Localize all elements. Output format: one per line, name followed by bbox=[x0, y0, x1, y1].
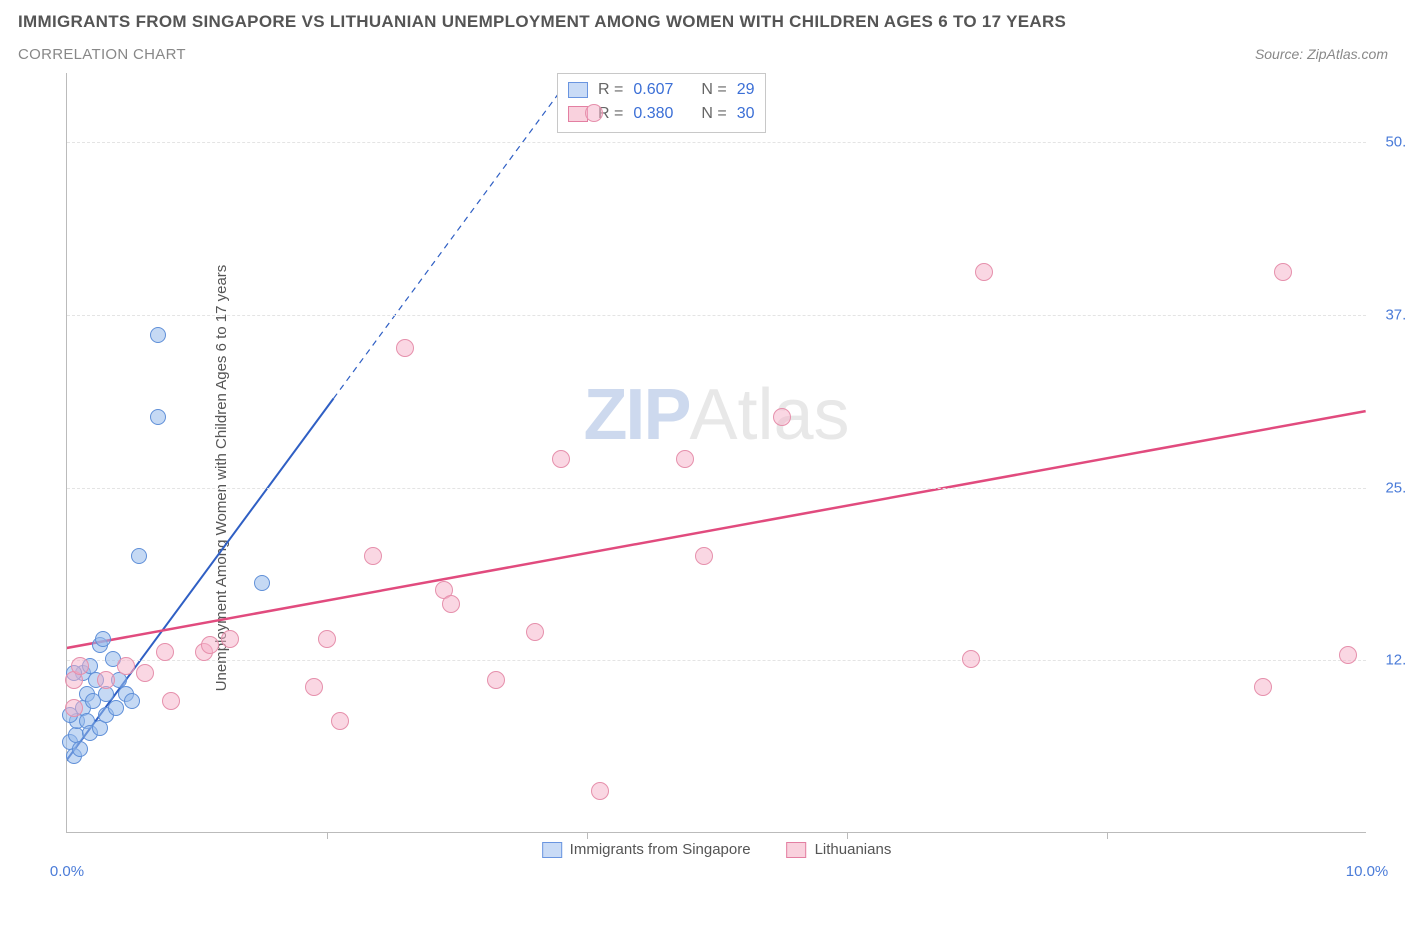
gridline bbox=[67, 488, 1366, 489]
data-point bbox=[318, 630, 336, 648]
data-point bbox=[975, 263, 993, 281]
legend-label-1: Immigrants from Singapore bbox=[570, 841, 751, 858]
trend-lines bbox=[67, 73, 1366, 832]
n-value-2: 30 bbox=[737, 102, 755, 126]
data-point bbox=[124, 693, 140, 709]
x-tick-label: 10.0% bbox=[1346, 863, 1389, 880]
legend-item-2: Lithuanians bbox=[787, 841, 892, 858]
data-point bbox=[97, 671, 115, 689]
r-label: R = bbox=[598, 78, 623, 102]
data-point bbox=[396, 339, 414, 357]
gridline bbox=[67, 315, 1366, 316]
data-point bbox=[331, 712, 349, 730]
data-point bbox=[552, 450, 570, 468]
gridline bbox=[67, 660, 1366, 661]
data-point bbox=[1274, 263, 1292, 281]
data-point bbox=[695, 547, 713, 565]
x-tick-mark bbox=[847, 832, 848, 839]
source-value: ZipAtlas.com bbox=[1307, 46, 1388, 62]
data-point bbox=[201, 636, 219, 654]
subtitle-row: CORRELATION CHART Source: ZipAtlas.com bbox=[18, 46, 1388, 63]
page-title: IMMIGRANTS FROM SINGAPORE VS LITHUANIAN … bbox=[18, 12, 1388, 32]
data-point bbox=[72, 741, 88, 757]
stats-row-1: R = 0.607 N = 29 bbox=[568, 78, 755, 102]
data-point bbox=[773, 408, 791, 426]
data-point bbox=[676, 450, 694, 468]
data-point bbox=[131, 548, 147, 564]
legend-swatch-pink bbox=[787, 842, 807, 858]
data-point bbox=[487, 671, 505, 689]
data-point bbox=[150, 327, 166, 343]
data-point bbox=[95, 631, 111, 647]
x-tick-mark bbox=[1107, 832, 1108, 839]
plot-area: ZIPAtlas R = 0.607 N = 29 R = 0.380 N = … bbox=[66, 73, 1366, 833]
source-label: Source: bbox=[1255, 46, 1303, 62]
legend-swatch-blue bbox=[542, 842, 562, 858]
source-attribution: Source: ZipAtlas.com bbox=[1255, 46, 1388, 62]
x-tick-label: 0.0% bbox=[50, 863, 84, 880]
data-point bbox=[117, 657, 135, 675]
data-point bbox=[305, 678, 323, 696]
data-point bbox=[962, 650, 980, 668]
x-tick-mark bbox=[587, 832, 588, 839]
bottom-legend: Immigrants from Singapore Lithuanians bbox=[542, 841, 892, 858]
y-tick-label: 50.0% bbox=[1385, 134, 1406, 151]
data-point bbox=[364, 547, 382, 565]
watermark-atlas: Atlas bbox=[689, 375, 849, 455]
legend-item-1: Immigrants from Singapore bbox=[542, 841, 751, 858]
data-point bbox=[1254, 678, 1272, 696]
y-tick-label: 37.5% bbox=[1385, 306, 1406, 323]
r-value-2: 0.380 bbox=[633, 102, 673, 126]
n-label: N = bbox=[701, 78, 726, 102]
data-point bbox=[150, 409, 166, 425]
y-tick-label: 25.0% bbox=[1385, 479, 1406, 496]
x-tick-mark bbox=[327, 832, 328, 839]
n-value-1: 29 bbox=[737, 78, 755, 102]
chart-subtitle: CORRELATION CHART bbox=[18, 46, 186, 63]
data-point bbox=[1339, 646, 1357, 664]
data-point bbox=[156, 643, 174, 661]
r-value-1: 0.607 bbox=[633, 78, 673, 102]
gridline bbox=[67, 142, 1366, 143]
chart-container: Unemployment Among Women with Children A… bbox=[18, 73, 1388, 883]
data-point bbox=[591, 782, 609, 800]
data-point bbox=[254, 575, 270, 591]
data-point bbox=[585, 104, 603, 122]
legend-label-2: Lithuanians bbox=[815, 841, 892, 858]
data-point bbox=[65, 699, 83, 717]
stats-box: R = 0.607 N = 29 R = 0.380 N = 30 bbox=[557, 73, 766, 133]
swatch-blue bbox=[568, 82, 588, 98]
n-label: N = bbox=[701, 102, 726, 126]
watermark-zip: ZIP bbox=[583, 375, 689, 455]
data-point bbox=[162, 692, 180, 710]
y-tick-label: 12.5% bbox=[1385, 652, 1406, 669]
data-point bbox=[71, 657, 89, 675]
watermark: ZIPAtlas bbox=[583, 374, 849, 456]
data-point bbox=[526, 623, 544, 641]
data-point bbox=[108, 700, 124, 716]
data-point bbox=[442, 595, 460, 613]
data-point bbox=[221, 630, 239, 648]
data-point bbox=[136, 664, 154, 682]
data-point bbox=[92, 720, 108, 736]
